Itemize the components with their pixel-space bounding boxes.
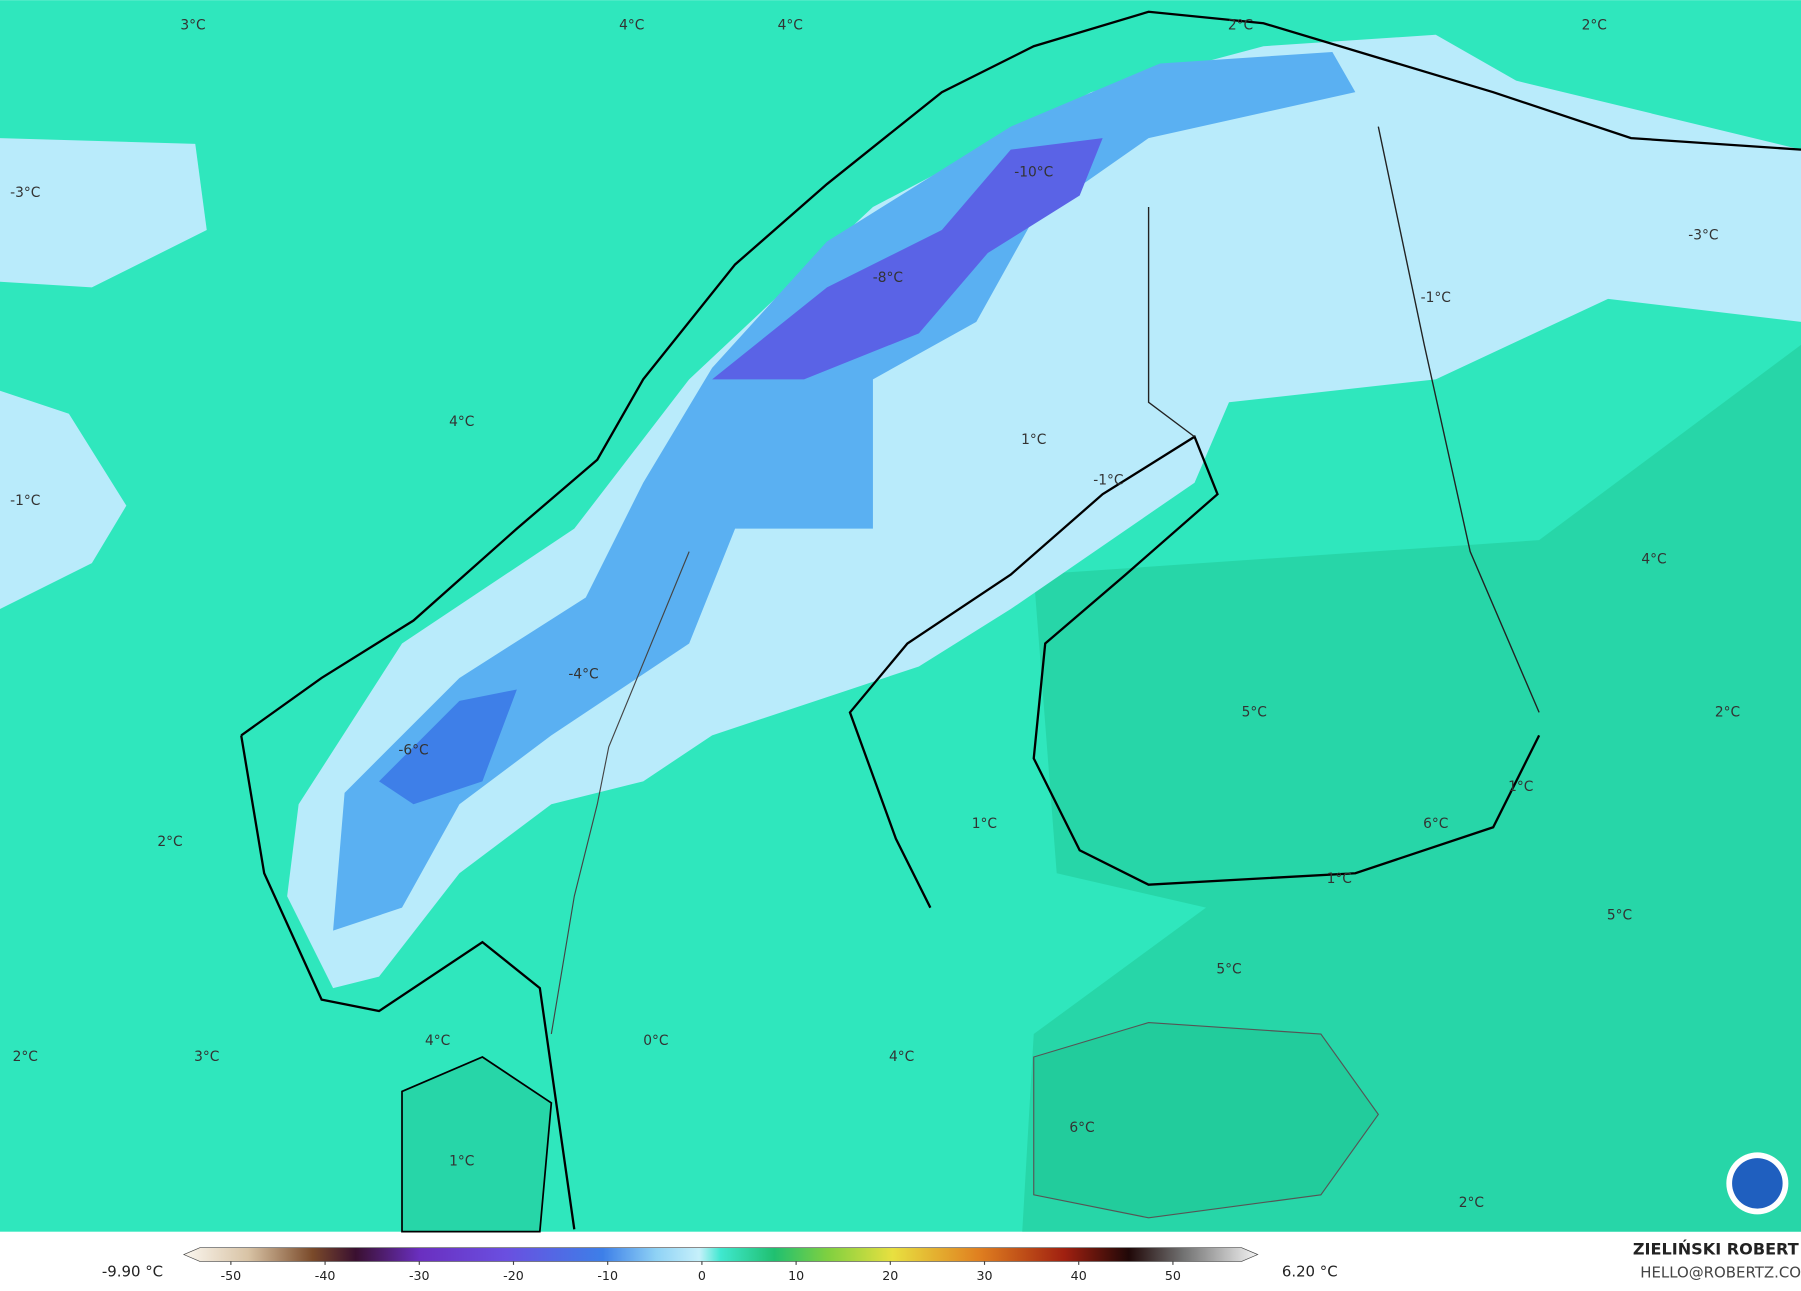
temperature-label: -3°C bbox=[10, 185, 40, 201]
temperature-label: 6°C bbox=[1423, 816, 1448, 832]
colorbar-tick-label: 50 bbox=[1165, 1268, 1181, 1283]
temperature-label: -6°C bbox=[398, 742, 428, 758]
temperature-label: 2°C bbox=[1715, 704, 1740, 720]
colorbar: -9.90 °C 6.20 °C ZIELIŃSKI ROBERT HELLO@… bbox=[102, 1240, 1801, 1283]
temperature-label: -8°C bbox=[873, 270, 903, 286]
temperature-label: 2°C bbox=[13, 1049, 38, 1065]
temperature-label: 1°C bbox=[449, 1154, 474, 1170]
credit-name: ZIELIŃSKI ROBERT bbox=[1633, 1240, 1799, 1259]
coastline bbox=[240, 10, 1801, 737]
temperature-label: 1°C bbox=[972, 816, 997, 832]
cold-area bbox=[0, 138, 207, 288]
max-label: 6.20 °C bbox=[1282, 1262, 1338, 1280]
colorbar-tick-label: -50 bbox=[221, 1268, 242, 1283]
temperature-label: 2°C bbox=[157, 834, 182, 850]
temperature-label: 4°C bbox=[619, 18, 644, 34]
coldest-area bbox=[379, 689, 517, 805]
colorbar-tick-label: -10 bbox=[597, 1268, 618, 1283]
temperature-label: -1°C bbox=[1421, 290, 1451, 306]
colorbar-tick-label: 30 bbox=[976, 1268, 992, 1283]
cold-area bbox=[0, 390, 127, 610]
land-warm bbox=[1022, 344, 1801, 1232]
border bbox=[550, 551, 690, 1035]
min-label: -9.90 °C bbox=[102, 1262, 163, 1280]
temperature-label: 1°C bbox=[1327, 871, 1352, 887]
colorbar-tick-label: 0 bbox=[698, 1268, 706, 1283]
temperature-label: 4°C bbox=[889, 1049, 914, 1065]
temperature-label: 5°C bbox=[1242, 704, 1267, 720]
temperature-label: -10°C bbox=[1014, 165, 1053, 181]
noaa-logo bbox=[1732, 1158, 1783, 1209]
temperature-label: -1°C bbox=[1093, 472, 1123, 488]
temperature-label: 4°C bbox=[449, 414, 474, 430]
colorbar-tick-label: -20 bbox=[503, 1268, 524, 1283]
temperature-labels: 3°C 4°C 4°C 2°C 2°C -3°C -10°C -8°C -3°C -1°C 4°C 1… bbox=[10, 18, 1740, 1211]
colorbar-tick-label: 40 bbox=[1071, 1268, 1087, 1283]
colorbar-bar bbox=[182, 1247, 1259, 1262]
colder-area bbox=[333, 51, 1356, 931]
coastline bbox=[240, 735, 576, 1230]
colorbar-tick-label: 20 bbox=[882, 1268, 898, 1283]
temperature-label: -3°C bbox=[1688, 228, 1718, 244]
temperature-label: 5°C bbox=[1216, 962, 1241, 978]
temperature-label: 1°C bbox=[1508, 779, 1533, 795]
denmark bbox=[401, 1056, 553, 1233]
temperature-label: 3°C bbox=[180, 18, 205, 34]
temperature-label: 0°C bbox=[643, 1033, 668, 1049]
credit-email: HELLO@ROBERTZ.CO bbox=[1640, 1264, 1801, 1282]
baltics bbox=[1033, 1021, 1380, 1219]
coastline bbox=[848, 435, 1541, 909]
temperature-label: -1°C bbox=[10, 493, 40, 509]
temperature-label: 2°C bbox=[1228, 18, 1253, 34]
temperature-label: 4°C bbox=[1641, 552, 1666, 568]
temperature-label: 4°C bbox=[425, 1033, 450, 1049]
temperature-label: 3°C bbox=[194, 1049, 219, 1065]
temperature-label: 2°C bbox=[1459, 1195, 1484, 1211]
coldest-area bbox=[712, 138, 1103, 380]
colorbar-tick-label: 10 bbox=[788, 1268, 804, 1283]
temperature-label: 4°C bbox=[778, 18, 803, 34]
temperature-label: -4°C bbox=[568, 667, 598, 683]
cold-area bbox=[287, 34, 1801, 989]
temperature-label: 5°C bbox=[1607, 908, 1632, 924]
map: 3°C 4°C 4°C 2°C 2°C -3°C -10°C -8°C -3°C -1°C 4°C 1… bbox=[0, 0, 1801, 1233]
border bbox=[1147, 126, 1540, 713]
temperature-label: 1°C bbox=[1021, 432, 1046, 448]
temperature-label: 2°C bbox=[1582, 18, 1607, 34]
colorbar-tick-label: -40 bbox=[315, 1268, 336, 1283]
colorbar-tick-label: -30 bbox=[409, 1268, 430, 1283]
temperature-label: 6°C bbox=[1069, 1120, 1094, 1136]
